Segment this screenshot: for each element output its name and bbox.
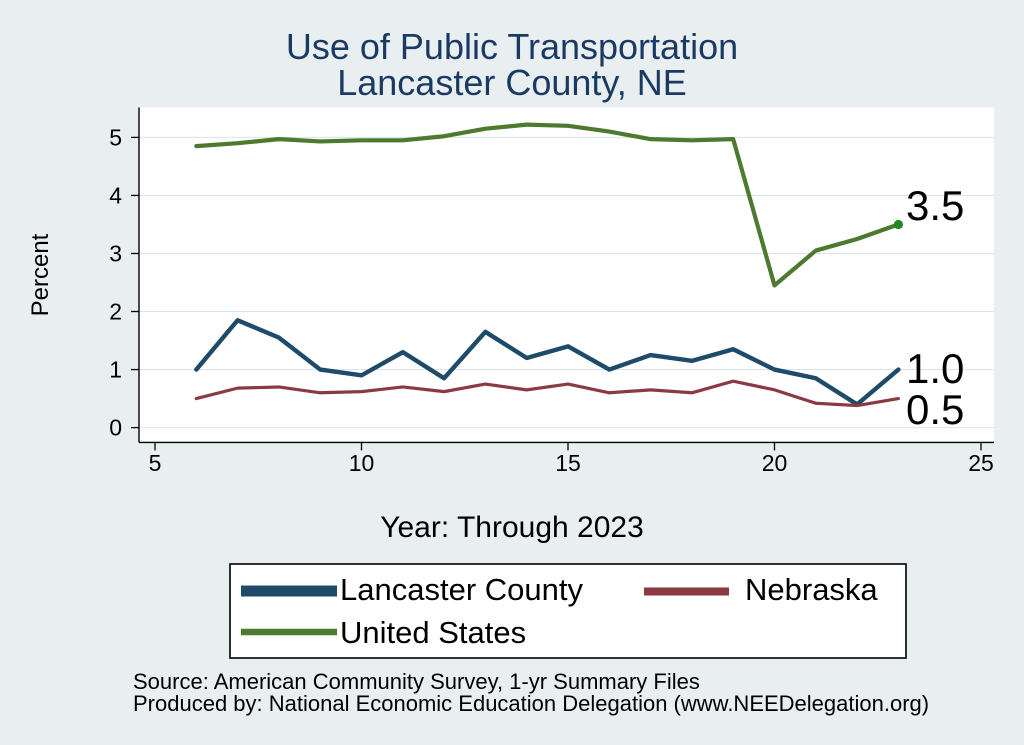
svg-text:1: 1 xyxy=(109,357,122,383)
svg-text:Nebraska: Nebraska xyxy=(745,572,878,607)
svg-text:0: 0 xyxy=(109,415,122,441)
svg-text:5: 5 xyxy=(149,450,162,476)
svg-text:Percent: Percent xyxy=(27,233,54,316)
svg-text:10: 10 xyxy=(349,450,375,476)
svg-text:3: 3 xyxy=(109,241,122,267)
svg-text:25: 25 xyxy=(968,450,994,476)
svg-text:5: 5 xyxy=(109,125,122,151)
svg-text:1.0: 1.0 xyxy=(906,345,964,392)
svg-text:4: 4 xyxy=(109,183,122,209)
svg-text:0.5: 0.5 xyxy=(906,386,964,433)
svg-text:20: 20 xyxy=(762,450,788,476)
svg-text:3.5: 3.5 xyxy=(906,182,964,229)
svg-text:Lancaster County: Lancaster County xyxy=(340,572,583,607)
svg-text:15: 15 xyxy=(555,450,581,476)
svg-text:2: 2 xyxy=(109,299,122,325)
svg-text:United States: United States xyxy=(340,615,526,650)
